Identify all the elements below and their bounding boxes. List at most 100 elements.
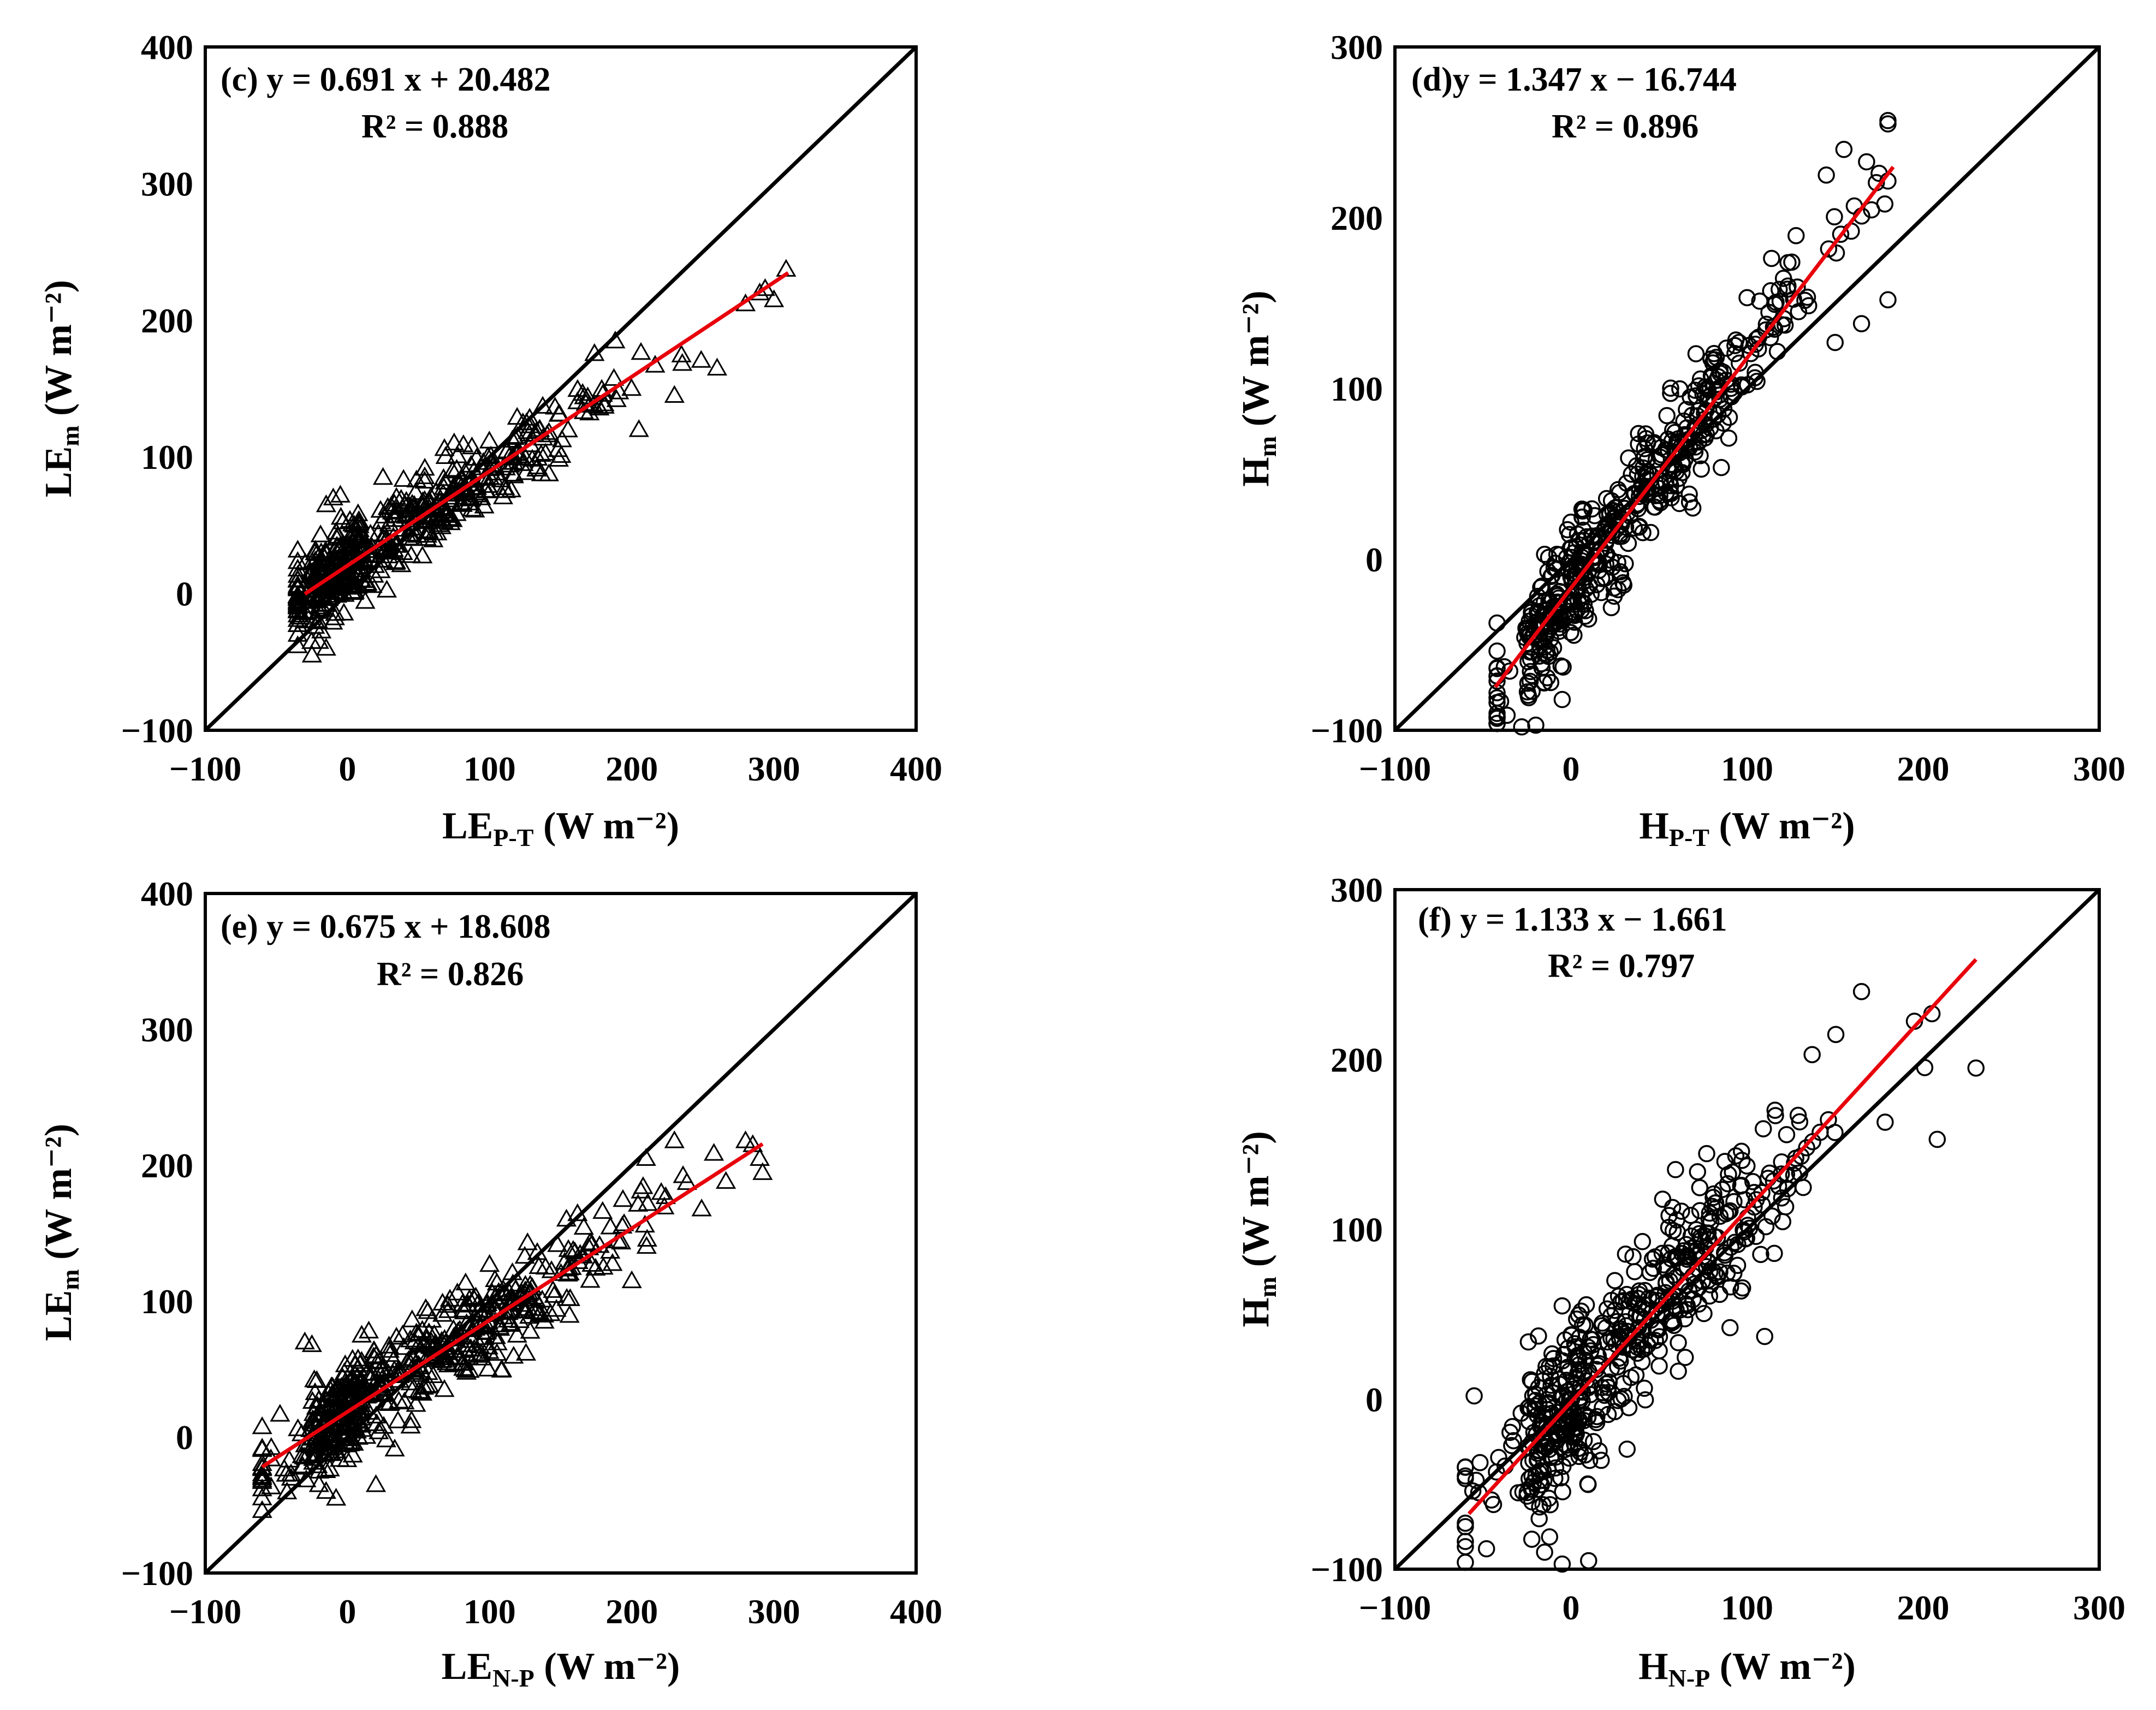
data-point [1488,672,1506,690]
data-point [1522,650,1540,668]
data-point [1736,1223,1753,1241]
data-point [547,1234,568,1252]
data-point [1593,1317,1611,1334]
data-point [287,565,308,583]
r-squared: R² = 0.826 [377,956,524,993]
data-point [1558,1383,1576,1400]
data-point [372,550,394,568]
data-point [349,513,370,531]
data-point [592,1201,613,1219]
data-point [1579,610,1597,628]
data-point [388,1390,409,1409]
data-point [1579,1379,1597,1397]
data-point [1599,1333,1617,1351]
data-point [319,1442,340,1461]
data-point [1800,297,1818,314]
data-point [516,412,537,431]
data-point [526,458,547,476]
data-point [517,1232,538,1250]
data-point [637,1193,658,1211]
data-point [1600,1373,1618,1391]
data-point [440,512,461,531]
data-point [1791,1113,1809,1131]
data-point [1818,166,1835,184]
data-point [488,1282,509,1300]
data-point [311,584,331,602]
data-point [434,1379,455,1397]
data-point [403,528,424,546]
data-point [551,429,572,448]
data-point [294,610,315,629]
data-point [367,1351,388,1369]
data-point [1736,1191,1754,1208]
data-point [1582,1342,1600,1360]
data-point [1630,1319,1647,1337]
data-point [351,1381,371,1399]
data-point [472,1348,492,1366]
data-point [1529,1481,1546,1498]
data-point [344,515,365,533]
data-point [351,1325,372,1343]
data-point [1530,1441,1547,1459]
data-point [371,511,392,529]
data-point [252,1465,272,1484]
data-point [1879,291,1897,308]
data-point [1457,1458,1474,1476]
data-point [486,1343,507,1361]
data-point [1581,1451,1599,1469]
data-point [1726,337,1744,354]
y-axis-label: LEm (W m⁻²) [38,1124,84,1341]
data-point [1713,1181,1731,1199]
data-point [515,448,536,466]
data-point [1713,458,1730,476]
data-point [435,472,455,490]
data-point [573,1217,594,1235]
data-point [402,1309,423,1327]
regression-line [1467,958,1977,1515]
data-point [492,486,513,504]
data-point [1876,1113,1894,1131]
x-tick-label: 200 [605,749,658,788]
data-point [292,1445,312,1463]
data-point [1719,1175,1737,1193]
data-point [1677,1349,1694,1366]
data-point [1737,1230,1754,1248]
data-point [412,545,433,564]
data-point [418,1362,438,1380]
x-tick-label: −100 [169,749,241,788]
data-point [1726,345,1744,362]
data-point [347,1367,368,1385]
data-point [655,1186,676,1204]
data-point [355,591,376,609]
data-point [379,1340,400,1358]
data-point [1521,672,1539,690]
data-point [1719,1203,1737,1221]
data-point [373,1416,394,1434]
data-point [752,1162,773,1180]
data-point [1691,447,1709,464]
data-point [673,1165,693,1183]
plot-frame [1393,888,2101,1571]
data-point [313,1394,334,1412]
data-point [1625,1295,1643,1312]
data-point [631,342,651,360]
data-point [447,1282,468,1301]
data-point [401,1410,422,1428]
data-point [1542,1377,1560,1394]
data-point [322,1377,343,1395]
y-tick-label: −100 [1311,711,1383,750]
data-point [351,1351,372,1369]
data-point [532,1289,553,1308]
data-point [1609,1392,1627,1409]
data-point [1634,1233,1652,1250]
y-tick-label: 400 [141,28,193,67]
data-point [1699,1230,1717,1248]
data-point [593,1256,614,1275]
data-point [294,1331,315,1350]
data-point [469,1335,490,1353]
data-point [1628,497,1646,514]
data-point [1567,1425,1585,1443]
y-tick-label: 300 [1331,28,1383,67]
data-point [400,1329,420,1348]
data-point [386,487,407,505]
